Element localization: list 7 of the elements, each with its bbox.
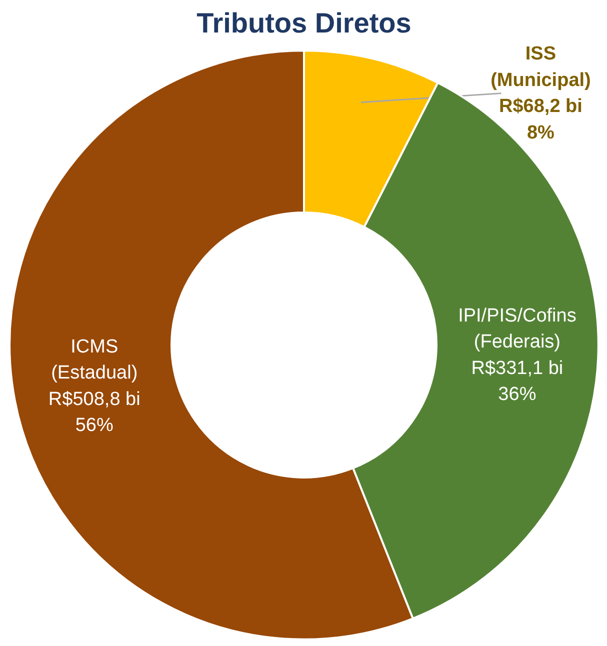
slice-label: ISS (Municipal) <box>490 44 591 91</box>
chart-title: Tributos Diretos <box>196 8 412 38</box>
slice-label: IPI/PIS/Cofins (Federais) <box>458 305 576 353</box>
data-label: R$508,8 bi 56% <box>48 388 140 436</box>
slice-label: ICMS (Estadual) <box>51 336 138 384</box>
data-label: R$68,2 bi 8% <box>499 96 582 144</box>
data-label: R$331,1 bi 36% <box>471 358 564 406</box>
